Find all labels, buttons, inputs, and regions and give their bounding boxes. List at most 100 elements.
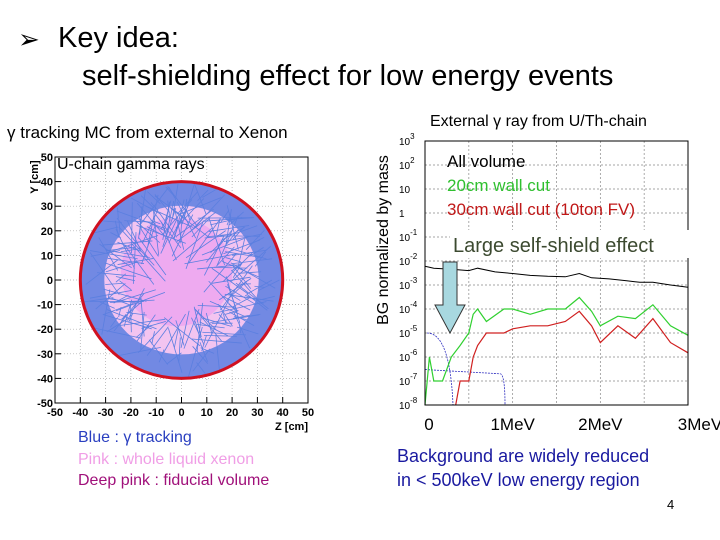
x-tick-label: 2MeV (578, 415, 623, 434)
gamma-track (183, 309, 200, 349)
gamma-track (197, 304, 236, 308)
y-tick-label: 1 (399, 209, 405, 220)
y-tick-label: 10 (41, 250, 53, 262)
gamma-track (228, 292, 241, 301)
gamma-track (203, 253, 237, 293)
gamma-track (231, 262, 243, 272)
gamma-track (231, 264, 252, 289)
y-tick-label: 103 (399, 132, 415, 148)
y-tick-label: 40 (41, 177, 53, 189)
gamma-track (126, 312, 147, 316)
gamma-track (232, 262, 243, 279)
x-tick-label: 20 (226, 407, 238, 419)
gamma-track (230, 262, 276, 289)
gamma-track (130, 304, 132, 333)
gamma-track (188, 218, 221, 264)
y-tick-label: -30 (37, 349, 53, 361)
gamma-track (138, 237, 167, 276)
gamma-track (139, 206, 143, 235)
x-tick-label: 40 (277, 407, 289, 419)
gamma-track (217, 303, 233, 327)
gamma-track (194, 184, 207, 215)
x-tick-label: 0 (424, 415, 433, 434)
gamma-track (138, 189, 146, 239)
gamma-track (226, 215, 232, 226)
legend-pink: Pink : whole liquid xenon (78, 451, 255, 468)
gamma-track (221, 261, 260, 278)
gamma-track (136, 202, 168, 240)
gamma-track (220, 210, 230, 224)
gamma-track (191, 338, 242, 344)
x-tick-label: -40 (72, 407, 88, 419)
gamma-track (245, 229, 265, 250)
gamma-track (210, 237, 227, 253)
gamma-track (225, 209, 232, 245)
gamma-track (128, 312, 134, 323)
gamma-track (109, 299, 155, 303)
legend-blue: Blue : γ tracking (78, 429, 192, 446)
y-tick-label: 50 (41, 152, 53, 164)
gamma-track (225, 251, 262, 258)
gamma-track (247, 279, 273, 295)
gamma-track (113, 294, 129, 304)
gamma-track (225, 285, 257, 306)
gamma-track (127, 288, 145, 321)
gamma-track (254, 251, 267, 267)
gamma-track (175, 320, 185, 346)
gamma-track (202, 317, 232, 327)
x-axis-label: Z [cm] (275, 421, 308, 433)
gamma-track (123, 244, 155, 285)
gamma-track (117, 207, 119, 219)
gamma-track (197, 264, 242, 270)
gamma-track (170, 208, 210, 238)
gamma-track (201, 335, 207, 352)
gamma-track (222, 313, 227, 324)
y-tick-label: 0 (47, 275, 53, 287)
conclusion-line1: Background are widely reduced (397, 446, 650, 466)
gamma-track (131, 202, 133, 254)
gamma-track (233, 225, 258, 235)
gamma-track (178, 337, 181, 364)
y-tick-label: 30 (41, 201, 53, 213)
gamma-track (150, 219, 161, 225)
gamma-track (117, 289, 156, 302)
gamma-track (214, 266, 248, 269)
y-axis-label: BG normalized by mass (375, 155, 392, 325)
y-tick-label: 10-2 (399, 252, 418, 268)
gamma-track (102, 302, 134, 316)
gamma-track (148, 339, 168, 365)
gamma-track (235, 282, 269, 310)
gamma-track (104, 262, 152, 280)
gamma-track (215, 218, 221, 235)
gamma-track (163, 317, 201, 347)
x-tick-label: -30 (98, 407, 114, 419)
y-tick-label: 10-4 (399, 300, 418, 316)
x-tick-label: 1MeV (490, 415, 535, 434)
gamma-track (211, 267, 248, 294)
legend-entry: 20cm wall cut (447, 176, 550, 195)
gamma-track (238, 271, 262, 274)
x-tick-label: -10 (148, 407, 164, 419)
x-tick-label: -20 (123, 407, 139, 419)
gamma-track (223, 233, 262, 242)
gamma-track (117, 258, 154, 265)
y-tick-label: 10-5 (399, 324, 418, 340)
y-axis-label: Y [cm] (29, 160, 41, 194)
y-tick-label: 102 (399, 156, 415, 172)
conclusion-line2: in < 500keV low energy region (397, 470, 640, 490)
gamma-track (137, 316, 173, 353)
gamma-track (118, 220, 121, 233)
gamma-track (185, 230, 226, 259)
gamma-track (210, 314, 260, 323)
legend-entry: 30cm wall cut (10ton FV) (447, 200, 635, 219)
gamma-track (113, 293, 145, 332)
gamma-track (194, 217, 204, 229)
gamma-track (159, 212, 178, 238)
gamma-track (90, 250, 138, 260)
x-tick-label: 0 (178, 407, 184, 419)
gamma-track (101, 289, 111, 335)
gamma-track (106, 317, 130, 333)
gamma-track (231, 269, 262, 305)
y-tick-label: 10-6 (399, 348, 418, 364)
gamma-track (107, 298, 142, 305)
